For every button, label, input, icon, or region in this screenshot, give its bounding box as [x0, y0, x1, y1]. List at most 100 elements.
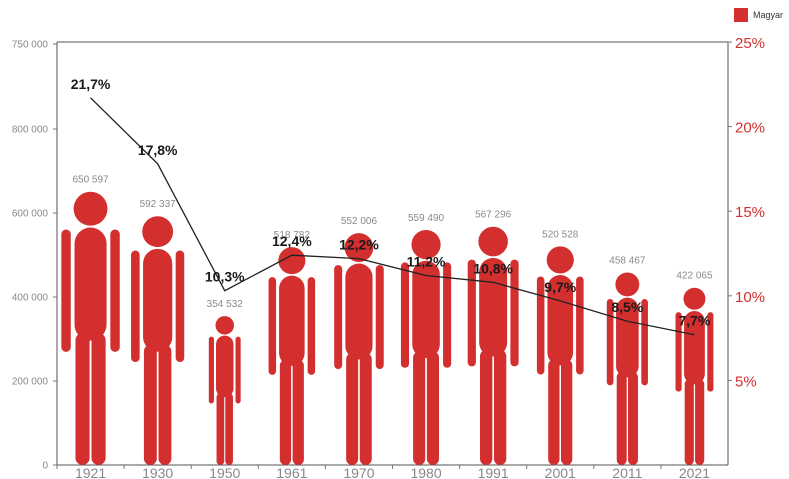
x-tick-label: 1950	[209, 465, 240, 479]
people-figures	[61, 191, 714, 465]
figure-left-arm	[400, 262, 410, 368]
right-tick-label: 25%	[735, 35, 765, 52]
percentage-label: 12,4%	[272, 233, 312, 249]
figure-left-leg	[548, 359, 560, 465]
figure-head	[278, 247, 306, 275]
figure-right-arm	[443, 262, 452, 368]
x-axis-ticks: 1921 1930 1950 1961 1970 1980 1991 2001 2011 2021	[56, 465, 710, 479]
figure-right-arm	[175, 250, 185, 363]
count-label: 559 490	[408, 213, 445, 224]
figure-left-arm	[61, 229, 71, 352]
figure-left-arm	[334, 265, 343, 370]
count-label: 458 467	[609, 255, 646, 266]
figure-left-arm	[208, 336, 214, 404]
figure-head	[142, 216, 174, 248]
figure-right-leg	[158, 344, 172, 465]
legend-label: Magyar	[753, 10, 784, 20]
person-figure	[268, 247, 316, 465]
axes	[56, 41, 729, 466]
right-tick-label: 20%	[735, 120, 765, 137]
figure-left-arm	[268, 277, 277, 375]
x-tick-label: 1970	[343, 465, 374, 479]
x-tick-label: 1991	[478, 465, 509, 479]
figure-head	[546, 246, 574, 274]
figure-right-leg	[292, 359, 304, 465]
left-tick-label: 750 000	[12, 40, 49, 51]
figure-left-leg	[413, 351, 426, 465]
figure-right-arm	[110, 229, 120, 352]
figure-right-arm	[235, 336, 241, 404]
figure-torso	[547, 275, 574, 366]
person-figure	[675, 287, 714, 465]
figure-left-leg	[346, 353, 359, 465]
figure-left-leg	[75, 333, 90, 465]
count-label: 518 782	[274, 230, 311, 241]
x-tick-label: 1961	[276, 465, 307, 479]
figure-right-leg	[426, 351, 440, 465]
x-tick-label: 2011	[612, 465, 642, 479]
count-label: 520 528	[542, 229, 579, 240]
figure-torso	[345, 263, 373, 360]
figure-left-arm	[131, 250, 140, 363]
percentage-label: 11,2%	[407, 253, 446, 269]
figure-torso	[412, 260, 440, 359]
left-tick-label: 800 000	[12, 125, 49, 136]
person-figure	[208, 316, 241, 465]
figure-left-arm	[606, 299, 614, 386]
figure-left-leg	[616, 372, 627, 465]
count-label: 567 296	[475, 210, 512, 221]
figure-torso	[74, 227, 107, 341]
left-axis-ticks: 0 200 000 400 000 600 000 800 000 750 000	[12, 40, 57, 472]
right-tick-label: 10%	[735, 289, 765, 306]
percentage-label: 9,7%	[544, 279, 576, 295]
figure-right-leg	[493, 349, 507, 465]
figure-left-leg	[480, 349, 493, 465]
percentage-line	[90, 97, 695, 336]
figure-head	[73, 191, 108, 226]
figure-head	[215, 316, 234, 335]
figure-torso	[216, 335, 234, 398]
figure-torso	[143, 248, 173, 352]
percentage-labels: 21,7% 17,8% 10,3% 12,4% 12,2% 11,2% 10,8% 9,7% 8…	[71, 76, 711, 329]
percentage-label: 10,8%	[473, 260, 513, 276]
figure-right-leg	[359, 353, 372, 465]
count-label: 552 006	[341, 216, 378, 227]
count-label: 422 065	[676, 271, 713, 282]
figure-left-leg	[143, 344, 157, 465]
x-tick-label: 1980	[410, 465, 441, 479]
percentage-label: 8,5%	[611, 299, 643, 315]
figure-right-arm	[707, 312, 714, 392]
figure-left-arm	[467, 259, 476, 367]
figure-torso	[684, 310, 705, 385]
figure-right-leg	[561, 359, 573, 465]
figure-right-leg	[91, 333, 106, 465]
right-tick-label: 15%	[735, 204, 765, 221]
figure-right-arm	[307, 277, 316, 375]
figure-head	[683, 287, 706, 310]
percentage-label: 17,8%	[138, 142, 178, 158]
count-labels: 650 597 592 337 354 532 518 782 552 006 559 4…	[72, 175, 712, 310]
figure-right-leg	[628, 372, 638, 465]
count-label: 592 337	[140, 199, 177, 210]
count-label: 650 597	[72, 175, 109, 186]
legend: Magyar	[734, 7, 783, 23]
figure-right-arm	[641, 299, 648, 386]
figure-left-leg	[216, 393, 225, 465]
figure-right-arm	[510, 259, 519, 367]
left-tick-label: 0	[42, 461, 48, 472]
legend-swatch	[734, 8, 748, 22]
figure-right-leg	[225, 393, 233, 465]
person-figure	[400, 230, 452, 465]
figure-head	[478, 226, 508, 257]
person-figure	[61, 191, 120, 465]
percentage-label: 12,2%	[339, 237, 379, 253]
x-tick-label: 1921	[75, 465, 106, 479]
x-tick-label: 2001	[545, 465, 576, 479]
figure-head	[344, 233, 374, 262]
figure-right-arm	[576, 276, 584, 375]
figure-torso	[616, 297, 639, 378]
count-label: 354 532	[207, 299, 244, 310]
x-tick-label: 2021	[679, 465, 710, 479]
person-figure	[334, 233, 384, 465]
